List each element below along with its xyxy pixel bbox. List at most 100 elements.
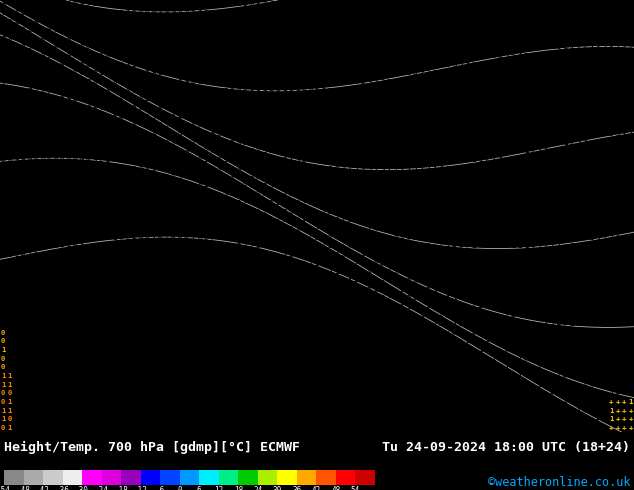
Text: +: + [432,408,437,414]
Text: 3: 3 [570,114,574,120]
Text: +: + [393,382,398,388]
Text: 0: 0 [112,53,117,59]
Text: 2: 2 [550,166,555,171]
Text: 0: 0 [126,209,129,215]
Text: 2: 2 [616,36,620,42]
Text: 1: 1 [576,270,581,275]
Text: +: + [485,416,489,422]
Text: 9: 9 [73,10,77,16]
Text: 9: 9 [302,97,306,102]
Text: 8: 8 [8,1,12,7]
Text: 5: 5 [426,62,430,68]
Text: 6: 6 [27,192,32,197]
Text: +: + [217,209,221,215]
Text: 1: 1 [596,19,600,25]
Text: 1: 1 [204,200,208,206]
Text: 8: 8 [93,88,97,94]
Text: +: + [628,270,633,275]
Text: 1: 1 [171,321,176,327]
Text: +: + [485,218,489,223]
Text: 1: 1 [210,183,214,189]
Text: +: + [367,200,372,206]
Text: 1: 1 [517,356,522,362]
Text: 1: 1 [452,321,456,327]
Text: 1: 1 [517,27,522,33]
Text: +: + [485,287,489,293]
Text: 0: 0 [217,183,221,189]
Text: 8: 8 [158,71,162,76]
Text: 2: 2 [361,209,365,215]
Text: +: + [478,321,482,327]
Text: 2: 2 [256,226,261,232]
Text: 2: 2 [531,157,535,163]
Text: +: + [543,416,548,422]
Text: 0: 0 [197,330,202,336]
Text: 9: 9 [34,62,38,68]
Text: +: + [550,408,555,414]
Text: 1: 1 [583,416,587,422]
Text: 1: 1 [347,287,352,293]
Text: 2: 2 [269,209,273,215]
Text: 1: 1 [505,200,508,206]
Text: 2: 2 [498,166,502,171]
Text: 3: 3 [276,183,280,189]
Text: 4: 4 [439,53,443,59]
Text: 9: 9 [302,53,306,59]
Text: +: + [164,416,169,422]
Text: 0: 0 [197,373,202,379]
Text: 2: 2 [628,252,633,258]
Text: 7: 7 [27,105,32,111]
Text: 0: 0 [67,339,71,344]
Text: 8: 8 [27,36,32,42]
Text: 1: 1 [590,88,593,94]
Text: +: + [53,365,58,370]
Text: 2: 2 [282,218,287,223]
Text: 2: 2 [432,252,437,258]
Text: 3: 3 [171,166,176,171]
Text: 3: 3 [602,114,607,120]
Text: 8: 8 [204,10,208,16]
Text: +: + [505,416,508,422]
Text: 2: 2 [406,365,411,370]
Text: 1: 1 [295,192,300,197]
Text: 0: 0 [14,330,18,336]
Text: 2: 2 [563,183,567,189]
Text: +: + [517,408,522,414]
Text: 1: 1 [60,330,64,336]
Text: 1: 1 [511,218,515,223]
Text: 2: 2 [446,425,450,431]
Bar [43,470,63,485]
Text: 2: 2 [328,391,332,396]
Text: 1: 1 [439,287,443,293]
Text: 0: 0 [73,62,77,68]
Text: 9: 9 [47,53,51,59]
Text: 8: 8 [184,27,188,33]
Text: 1: 1 [570,278,574,284]
Text: 1: 1 [517,252,522,258]
Text: 8: 8 [79,79,84,85]
Text: +: + [315,209,319,215]
Text: 3: 3 [387,10,391,16]
Text: 8: 8 [27,148,32,154]
Text: 8: 8 [184,19,188,25]
Text: +: + [178,261,182,267]
Text: +: + [537,226,541,232]
Text: 8: 8 [164,36,169,42]
Text: 2: 2 [446,71,450,76]
Text: 0: 0 [79,321,84,327]
Text: 5: 5 [380,36,385,42]
Text: 0: 0 [99,62,103,68]
Text: 1: 1 [145,365,149,370]
Text: +: + [505,347,508,353]
Text: 8: 8 [191,71,195,76]
Text: 8: 8 [41,114,44,120]
Text: 8: 8 [223,45,228,50]
Text: 2: 2 [276,321,280,327]
Text: 1: 1 [243,313,247,318]
Text: 2: 2 [596,244,600,249]
Text: 1: 1 [557,278,561,284]
Text: 8: 8 [86,97,91,102]
Text: 8: 8 [93,97,97,102]
Text: +: + [171,278,176,284]
Text: +: + [517,339,522,344]
